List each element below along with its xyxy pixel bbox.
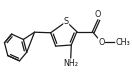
Text: NH₂: NH₂ [63,59,78,68]
Text: CH₃: CH₃ [116,38,130,47]
Text: O: O [98,38,105,47]
Text: S: S [64,17,69,26]
Text: O: O [95,10,101,19]
